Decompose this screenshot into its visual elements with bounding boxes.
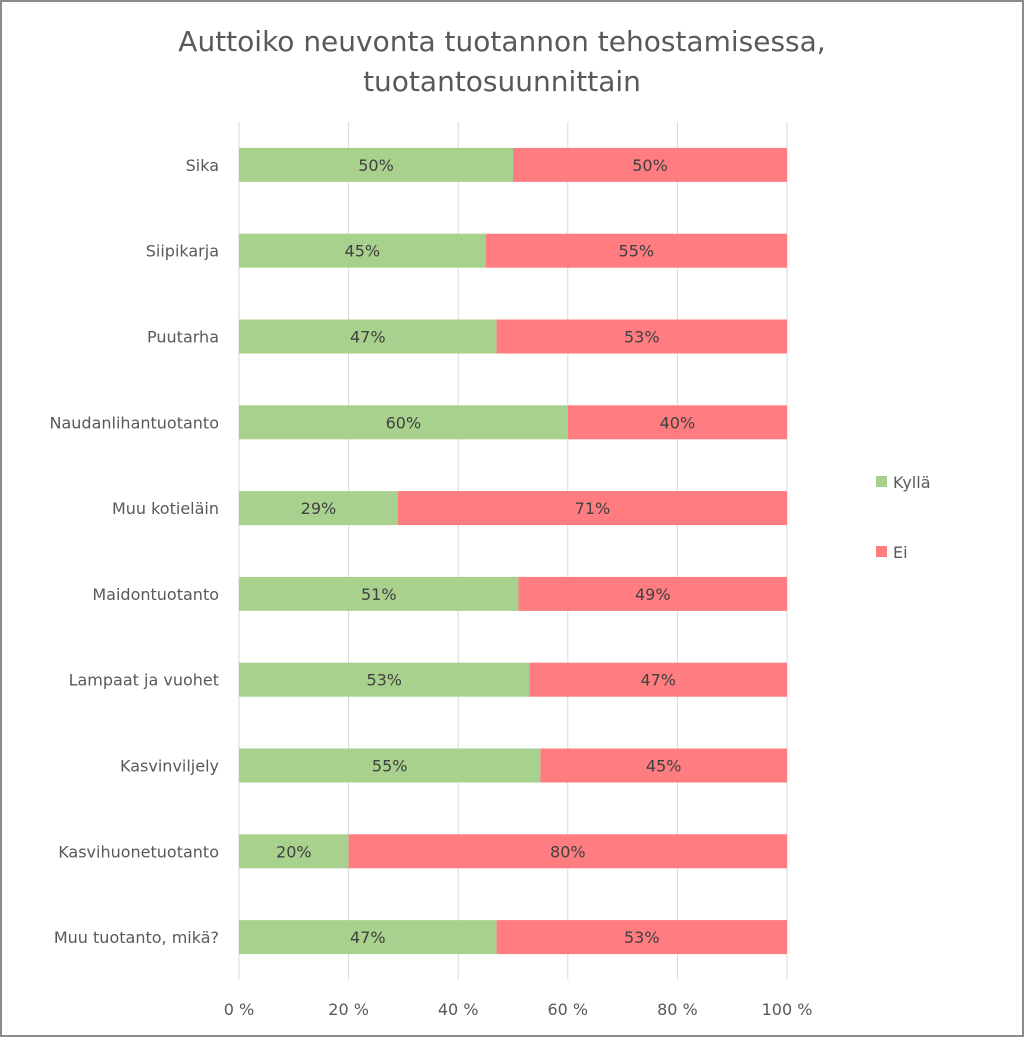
category-label: Kasvinviljely <box>120 757 219 776</box>
x-tick-label: 20 % <box>328 1000 369 1019</box>
bar-segment-ei <box>540 748 787 783</box>
data-label: 50% <box>358 156 394 175</box>
data-label: 29% <box>301 499 337 518</box>
bar-segment-ei <box>496 319 787 354</box>
bar-segment-ei <box>348 834 787 869</box>
bar-segment-kylla <box>239 491 398 526</box>
bar-segment-ei <box>518 576 787 611</box>
bar-segment-kylla <box>239 834 349 869</box>
category-label: Lampaat ja vuohet <box>69 671 219 690</box>
data-label: 45% <box>646 757 682 776</box>
chart-title-line-2: tuotantosuunnittain <box>363 65 641 98</box>
bar-segment-ei <box>567 405 787 440</box>
bar-segment-ei <box>529 662 787 697</box>
x-tick-label: 100 % <box>762 1000 813 1019</box>
bars: 50% 50% 45% 55% 47% 53% 60% 40% 29% 71% 51% 49% 53% 4… <box>239 147 787 955</box>
data-label: 53% <box>624 928 660 947</box>
data-label: 47% <box>640 671 676 690</box>
x-tick-label: 80 % <box>657 1000 698 1019</box>
category-label: Kasvihuonetuotanto <box>58 842 219 861</box>
x-tick-label: 40 % <box>438 1000 479 1019</box>
bar-segment-ei <box>485 233 787 268</box>
category-label: Muu kotieläin <box>112 499 219 518</box>
data-label: 47% <box>350 328 386 347</box>
chart-title-line-1: Auttoiko neuvonta tuotannon tehostamises… <box>178 25 826 58</box>
data-label: 51% <box>361 585 397 604</box>
bar-segment-ei <box>513 147 787 182</box>
x-tick-label: 60 % <box>547 1000 588 1019</box>
chart-title: Auttoiko neuvonta tuotannon tehostamises… <box>0 22 1004 102</box>
legend: Kyllä Ei <box>876 473 931 562</box>
category-label: Naudanlihantuotanto <box>50 413 219 432</box>
bar-segment-kylla <box>239 319 497 354</box>
data-label: 53% <box>366 671 402 690</box>
bar-segment-ei <box>496 920 787 955</box>
bar-segment-kylla <box>239 405 568 440</box>
category-label: Siipikarja <box>146 242 219 261</box>
data-label: 40% <box>660 413 696 432</box>
data-label: 80% <box>550 842 586 861</box>
category-label: Muu tuotanto, mikä? <box>54 928 219 947</box>
data-label: 60% <box>386 413 422 432</box>
data-label: 47% <box>350 928 386 947</box>
legend-swatch <box>876 546 887 557</box>
data-label: 50% <box>632 156 668 175</box>
category-labels: Sika Siipikarja Puutarha Naudanlihantuotant… <box>50 156 219 947</box>
legend-label: Ei <box>893 543 908 562</box>
bar-segment-ei <box>397 491 787 526</box>
data-label: 55% <box>619 242 655 261</box>
bar-segment-kylla <box>239 662 530 697</box>
category-label: Puutarha <box>147 328 219 347</box>
bar-segment-kylla <box>239 576 519 611</box>
bar-segment-kylla <box>239 920 497 955</box>
x-tick-labels: 0 % 20 % 40 % 60 % 80 % 100 % <box>224 1000 813 1019</box>
data-label: 55% <box>372 757 408 776</box>
data-label: 20% <box>276 842 312 861</box>
x-tick-label: 0 % <box>224 1000 254 1019</box>
data-label: 45% <box>345 242 381 261</box>
data-label: 49% <box>635 585 671 604</box>
category-label: Sika <box>186 156 219 175</box>
legend-swatch <box>876 476 887 487</box>
bar-segment-kylla <box>239 748 541 783</box>
data-label: 53% <box>624 328 660 347</box>
legend-label: Kyllä <box>893 473 931 492</box>
bar-segment-kylla <box>239 147 513 182</box>
bar-segment-kylla <box>239 233 486 268</box>
data-label: 71% <box>575 499 611 518</box>
category-label: Maidontuotanto <box>92 585 219 604</box>
